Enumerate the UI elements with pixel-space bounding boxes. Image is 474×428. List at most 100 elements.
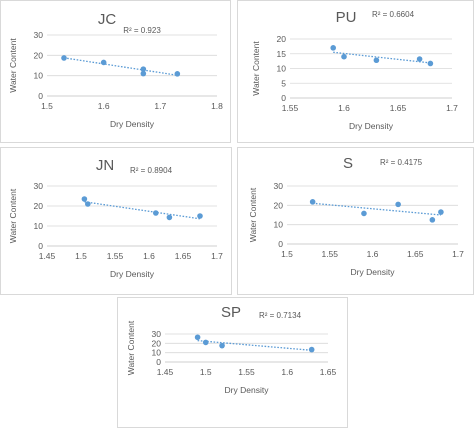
- x-tick-label: 1.7: [154, 101, 166, 111]
- data-point: [341, 53, 347, 60]
- y-tick-label: 5: [281, 78, 286, 88]
- trendline: [84, 201, 201, 220]
- data-point: [197, 213, 203, 219]
- data-point: [219, 342, 225, 349]
- trendline: [197, 339, 312, 351]
- y-tick-label: 20: [152, 338, 162, 348]
- y-tick-label: 10: [277, 64, 287, 74]
- chart-panel-pu: 0 5 10 15 20 1.55 1.6 1.65 1.7 PU R² = 0.6604 Dry D…: [237, 0, 474, 143]
- y-tick-label: 10: [34, 221, 44, 231]
- r-squared-label: R² = 0.8904: [130, 166, 173, 175]
- data-point: [429, 217, 436, 223]
- data-point: [427, 60, 434, 67]
- chart-panel-s: 0 10 20 30 1.5 1.55 1.6 1.65 1.7 S R² = 0.4175 Dry …: [237, 147, 474, 295]
- chart-panel-jc: 0 10 20 30 1.5 1.6 1.7 1.8 JC R² = 0.923 Dry Densi…: [0, 0, 231, 143]
- y-tick-label: 0: [278, 239, 283, 249]
- chart-title: SP: [221, 304, 241, 321]
- x-tick-label: 1.65: [407, 249, 424, 259]
- data-point: [373, 57, 380, 64]
- y-tick-label: 10: [34, 71, 44, 81]
- data-point: [174, 71, 181, 77]
- x-tick-label: 1.55: [282, 103, 299, 113]
- y-axis-label: Water Content: [126, 320, 136, 375]
- x-tick-label: 1.5: [200, 367, 212, 377]
- chart-title: JC: [98, 11, 117, 28]
- y-tick-label: 20: [274, 200, 284, 210]
- x-tick-label: 1.8: [211, 101, 223, 111]
- y-tick-label: 15: [277, 49, 287, 59]
- x-axis-label: Dry Density: [225, 385, 270, 395]
- r-squared-label: R² = 0.7134: [259, 311, 302, 320]
- y-tick-label: 0: [156, 357, 161, 367]
- x-tick-label: 1.55: [107, 251, 124, 261]
- x-tick-label: 1.45: [39, 251, 56, 261]
- chart-svg-jc: 0 10 20 30 1.5 1.6 1.7 1.8 JC R² = 0.923 Dry Densi…: [8, 11, 223, 129]
- y-tick-label: 10: [274, 220, 284, 230]
- data-point: [85, 201, 91, 207]
- x-tick-label: 1.65: [390, 103, 407, 113]
- x-tick-label: 1.5: [281, 249, 293, 259]
- x-tick-label: 1.6: [143, 251, 155, 261]
- x-axis-label: Dry Density: [110, 269, 155, 279]
- data-point: [61, 55, 67, 61]
- x-tick-label: 1.7: [452, 249, 464, 259]
- y-tick-label: 30: [274, 181, 284, 191]
- y-tick-label: 10: [152, 348, 162, 358]
- data-point: [395, 201, 401, 208]
- r-squared-label: R² = 0.4175: [380, 158, 423, 167]
- chart-svg-jn: 0 10 20 30 1.45 1.5 1.55 1.6 1.65 1.7 JN R² = 0.890…: [8, 157, 223, 279]
- y-tick-label: 30: [152, 329, 162, 339]
- chart-panel-jn: 0 10 20 30 1.45 1.5 1.55 1.6 1.65 1.7 JN R² = 0.890…: [0, 147, 232, 295]
- data-point: [330, 45, 336, 51]
- chart-title: S: [343, 155, 353, 172]
- chart-title: PU: [336, 9, 357, 26]
- x-axis-label: Dry Density: [351, 267, 396, 277]
- y-tick-label: 30: [34, 181, 44, 191]
- y-axis-label: Water Content: [8, 188, 18, 243]
- y-tick-label: 20: [277, 34, 287, 44]
- trendline: [63, 57, 178, 76]
- data-point: [100, 59, 107, 66]
- data-point: [416, 56, 423, 62]
- chart-svg-s: 0 10 20 30 1.5 1.55 1.6 1.65 1.7 S R² = 0.4175 Dry …: [248, 155, 464, 277]
- chart-panel-sp: 0 10 20 30 1.45 1.5 1.55 1.6 1.65 SP R² = 0.7134 Dr…: [117, 297, 348, 428]
- data-point: [81, 196, 88, 202]
- data-point: [140, 66, 147, 72]
- x-tick-label: 1.55: [321, 249, 338, 259]
- x-tick-label: 1.6: [338, 103, 350, 113]
- trendline: [333, 51, 431, 64]
- y-tick-label: 0: [38, 241, 43, 251]
- y-tick-label: 30: [34, 30, 44, 40]
- x-tick-label: 1.6: [98, 101, 110, 111]
- data-point: [140, 70, 147, 77]
- y-tick-label: 0: [38, 91, 43, 101]
- data-point: [308, 346, 315, 353]
- data-point: [194, 334, 201, 341]
- data-point: [202, 339, 209, 346]
- data-point: [166, 214, 173, 221]
- x-tick-label: 1.7: [446, 103, 458, 113]
- y-tick-label: 20: [34, 201, 44, 211]
- chart-title: JN: [96, 157, 114, 174]
- y-axis-label: Water Content: [8, 38, 18, 93]
- x-tick-label: 1.5: [75, 251, 87, 261]
- x-tick-label: 1.55: [238, 367, 255, 377]
- x-axis-label: Dry Density: [110, 119, 155, 129]
- x-tick-label: 1.65: [175, 251, 192, 261]
- x-tick-label: 1.5: [41, 101, 53, 111]
- y-tick-label: 0: [281, 93, 286, 103]
- y-axis-label: Water Content: [251, 41, 261, 96]
- r-squared-label: R² = 0.6604: [372, 10, 415, 19]
- data-point: [309, 199, 316, 205]
- trendline: [312, 202, 441, 216]
- r-squared-label: R² = 0.923: [123, 26, 161, 35]
- x-axis-label: Dry Density: [349, 121, 394, 131]
- y-axis-label: Water Content: [248, 187, 258, 242]
- x-tick-label: 1.6: [281, 367, 293, 377]
- x-tick-label: 1.45: [157, 367, 174, 377]
- x-tick-label: 1.7: [211, 251, 223, 261]
- data-point: [361, 210, 367, 217]
- chart-svg-pu: 0 5 10 15 20 1.55 1.6 1.65 1.7 PU R² = 0.6604 Dry D…: [251, 9, 458, 131]
- data-point: [438, 209, 444, 215]
